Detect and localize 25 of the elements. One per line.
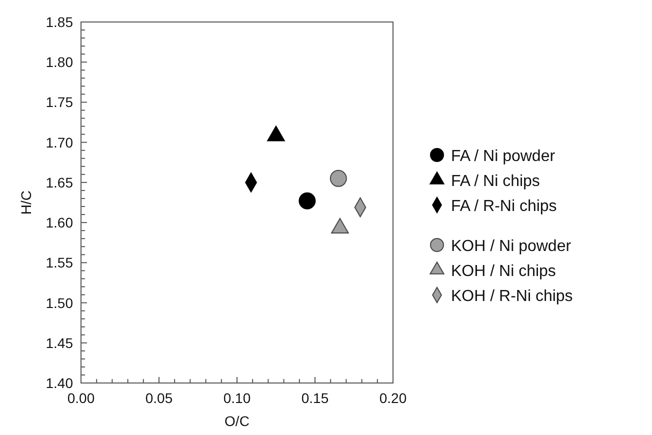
x-tick-label: 0.15 xyxy=(301,390,329,406)
x-tick-label: 0.00 xyxy=(67,390,95,406)
legend-label: FA / R-Ni chips xyxy=(451,198,557,215)
point xyxy=(330,170,347,187)
point xyxy=(298,192,316,210)
y-tick-label: 1.65 xyxy=(46,174,74,190)
x-axis-title: O/C xyxy=(224,413,250,429)
y-tick-label: 1.80 xyxy=(46,54,74,70)
legend-label: KOH / Ni powder xyxy=(451,238,572,255)
y-tick-label: 1.60 xyxy=(46,214,74,231)
y-tick-label: 1.40 xyxy=(46,375,74,391)
y-tick-label: 1.85 xyxy=(46,14,74,30)
x-tick-label: 0.05 xyxy=(145,390,173,406)
legend-label: KOH / R-Ni chips xyxy=(451,288,573,305)
x-tick-label: 0.10 xyxy=(223,390,251,406)
y-tick-label: 1.55 xyxy=(46,254,74,271)
legend-label: FA / Ni chips xyxy=(451,173,540,190)
legend-label: KOH / Ni chips xyxy=(451,263,556,280)
y-tick-label: 1.75 xyxy=(46,94,74,110)
x-tick-label: 0.20 xyxy=(379,390,407,406)
y-tick-label: 1.70 xyxy=(46,134,74,150)
y-tick-label: 1.45 xyxy=(46,334,74,351)
y-tick-label: 1.50 xyxy=(46,294,74,311)
legend-label: FA / Ni powder xyxy=(451,148,556,165)
y-axis-title: H/C xyxy=(18,190,34,215)
